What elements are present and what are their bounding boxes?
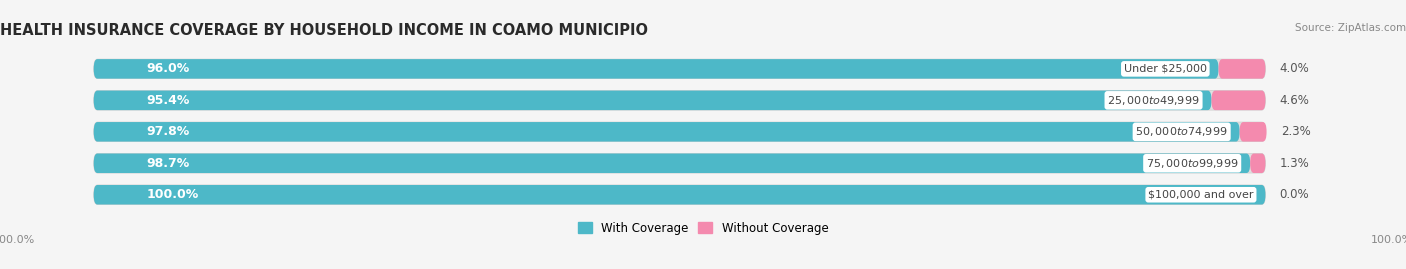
Text: Under $25,000: Under $25,000 — [1123, 64, 1206, 74]
FancyBboxPatch shape — [94, 154, 1265, 173]
FancyBboxPatch shape — [94, 185, 1265, 204]
Legend: With Coverage, Without Coverage: With Coverage, Without Coverage — [572, 217, 834, 239]
Text: 2.3%: 2.3% — [1281, 125, 1310, 138]
Text: 1.3%: 1.3% — [1279, 157, 1309, 170]
Text: $75,000 to $99,999: $75,000 to $99,999 — [1146, 157, 1239, 170]
Text: 100.0%: 100.0% — [0, 235, 35, 245]
Text: 98.7%: 98.7% — [146, 157, 190, 170]
Text: 4.0%: 4.0% — [1279, 62, 1309, 75]
FancyBboxPatch shape — [1219, 59, 1265, 79]
Text: HEALTH INSURANCE COVERAGE BY HOUSEHOLD INCOME IN COAMO MUNICIPIO: HEALTH INSURANCE COVERAGE BY HOUSEHOLD I… — [0, 23, 648, 38]
Text: $50,000 to $74,999: $50,000 to $74,999 — [1136, 125, 1227, 138]
FancyBboxPatch shape — [1212, 91, 1265, 110]
Text: 100.0%: 100.0% — [1371, 235, 1406, 245]
Text: $25,000 to $49,999: $25,000 to $49,999 — [1108, 94, 1199, 107]
Text: 95.4%: 95.4% — [146, 94, 190, 107]
FancyBboxPatch shape — [1250, 154, 1265, 173]
FancyBboxPatch shape — [94, 122, 1265, 141]
FancyBboxPatch shape — [94, 91, 1212, 110]
Text: 97.8%: 97.8% — [146, 125, 190, 138]
Text: 96.0%: 96.0% — [146, 62, 190, 75]
Text: $100,000 and over: $100,000 and over — [1149, 190, 1254, 200]
Text: 100.0%: 100.0% — [146, 188, 198, 201]
FancyBboxPatch shape — [94, 59, 1219, 79]
Text: 4.6%: 4.6% — [1279, 94, 1309, 107]
Text: Source: ZipAtlas.com: Source: ZipAtlas.com — [1295, 23, 1406, 33]
FancyBboxPatch shape — [94, 185, 1265, 204]
FancyBboxPatch shape — [94, 91, 1265, 110]
FancyBboxPatch shape — [94, 122, 1240, 141]
FancyBboxPatch shape — [1240, 122, 1267, 141]
FancyBboxPatch shape — [94, 59, 1265, 79]
FancyBboxPatch shape — [94, 154, 1250, 173]
Text: 0.0%: 0.0% — [1279, 188, 1309, 201]
